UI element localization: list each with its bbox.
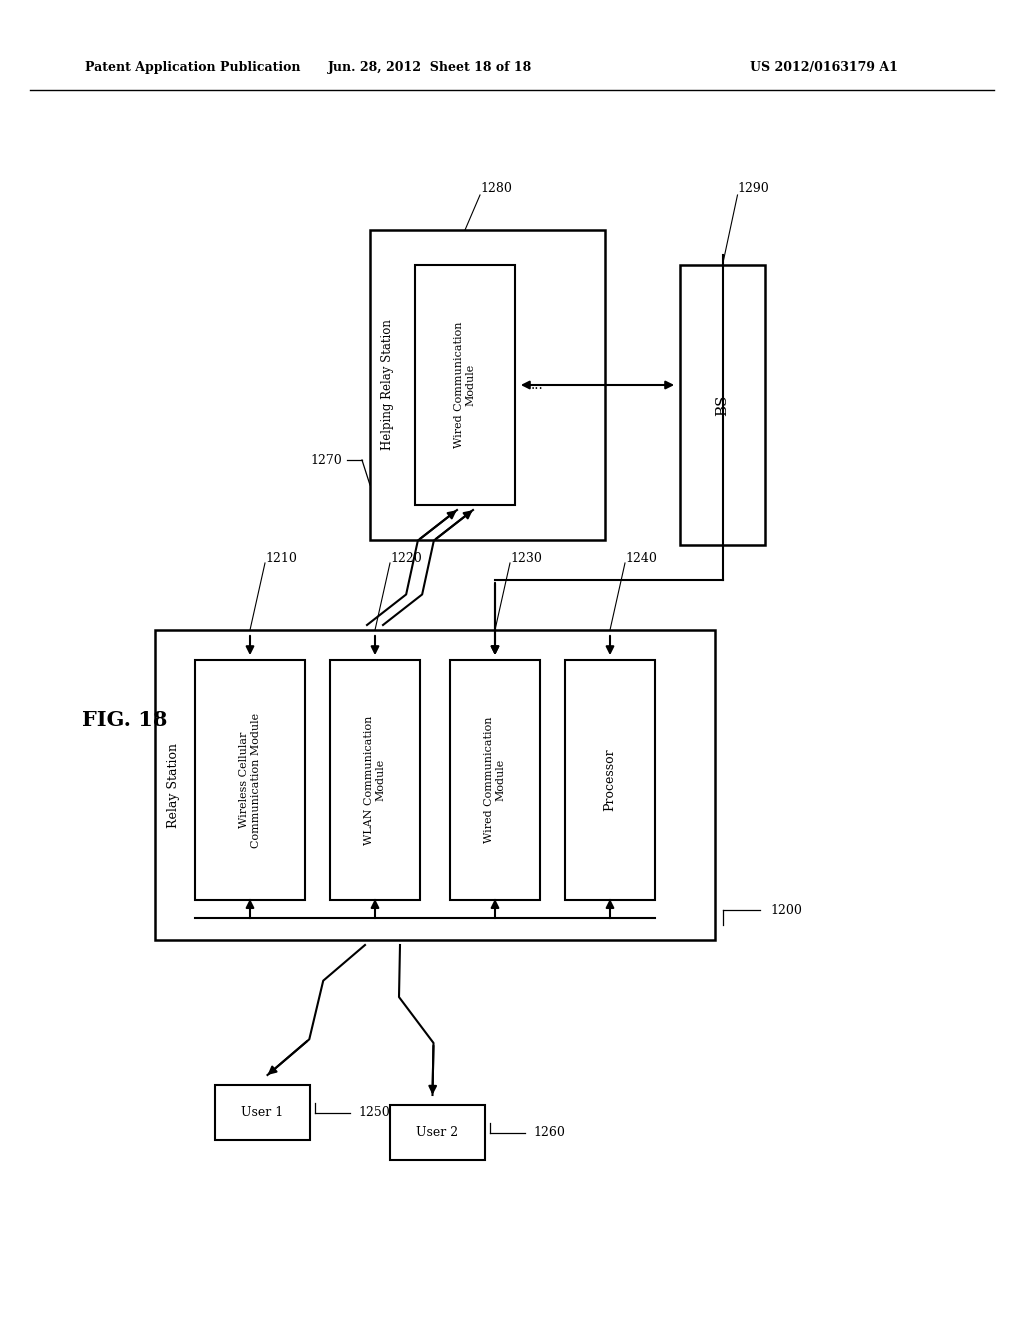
Text: WLAN Communication
Module: WLAN Communication Module [365,715,386,845]
Text: FIG. 18: FIG. 18 [82,710,167,730]
Bar [330,660,420,900]
Text: 1240: 1240 [625,552,656,565]
Text: Patent Application Publication: Patent Application Publication [85,62,300,74]
Bar [370,230,605,540]
Bar [155,630,715,940]
Bar [565,660,655,900]
Text: 1260: 1260 [534,1126,565,1139]
Text: Relay Station: Relay Station [167,742,179,828]
Bar [415,265,515,506]
Text: User 2: User 2 [417,1126,459,1139]
Text: 1290: 1290 [737,182,769,195]
Text: Wireless Cellular
Communication Module: Wireless Cellular Communication Module [240,713,261,847]
Text: 1200: 1200 [770,903,802,916]
Text: Wired Communication
Module: Wired Communication Module [484,717,506,843]
Text: 1250: 1250 [358,1106,390,1119]
Text: 1210: 1210 [265,552,297,565]
Text: BS: BS [716,395,729,416]
Bar [390,1105,485,1160]
Text: Wired Communication
Module: Wired Communication Module [455,322,476,449]
Text: 1280: 1280 [480,182,512,195]
Text: US 2012/0163179 A1: US 2012/0163179 A1 [750,62,898,74]
Bar [680,265,765,545]
Text: 1220: 1220 [390,552,422,565]
Text: 1230: 1230 [510,552,542,565]
Text: Jun. 28, 2012  Sheet 18 of 18: Jun. 28, 2012 Sheet 18 of 18 [328,62,532,74]
Bar [215,1085,310,1140]
Text: Processor: Processor [603,748,616,812]
Text: 1270: 1270 [310,454,342,466]
Text: Helping Relay Station: Helping Relay Station [382,319,394,450]
Text: User 1: User 1 [242,1106,284,1119]
Text: ...: ... [530,378,544,392]
Bar [450,660,540,900]
Bar [195,660,305,900]
